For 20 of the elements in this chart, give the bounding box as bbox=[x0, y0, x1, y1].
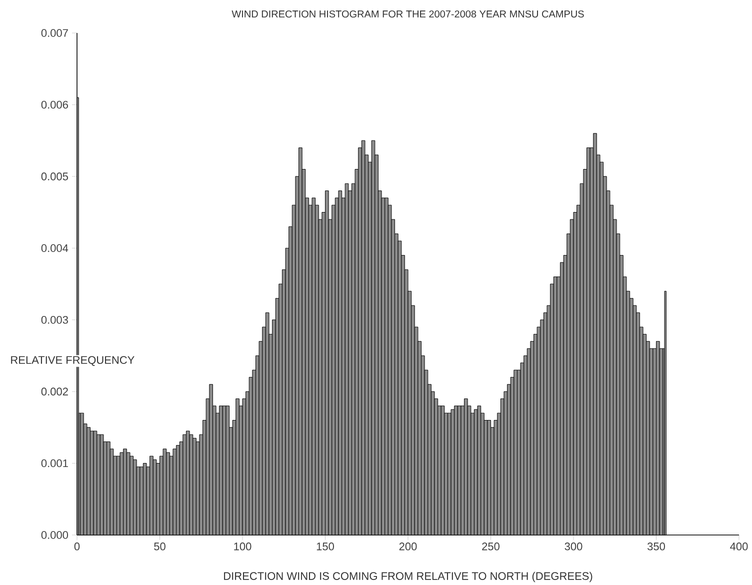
y-tick-label: 0.002 bbox=[41, 388, 68, 396]
x-tick-label: 400 bbox=[730, 542, 748, 550]
x-tick-label: 300 bbox=[564, 542, 582, 550]
chart-title: WIND DIRECTION HISTOGRAM FOR THE 2007-2008 YEAR MNSU CAMPUS bbox=[232, 10, 584, 18]
y-tick-label: 0.000 bbox=[41, 531, 68, 539]
x-tick-label: 150 bbox=[316, 542, 334, 550]
y-tick-label: 0.007 bbox=[41, 29, 68, 37]
x-tick-label: 250 bbox=[482, 542, 500, 550]
y-tick-label: 0.005 bbox=[41, 172, 68, 180]
x-tick-label: 100 bbox=[234, 542, 252, 550]
x-tick-label: 0 bbox=[74, 542, 80, 550]
y-tick-label: 0.006 bbox=[41, 100, 68, 109]
x-tick-label: 200 bbox=[399, 542, 417, 550]
x-tick-label: 350 bbox=[648, 542, 665, 550]
x-axis-title: DIRECTION WIND IS COMING FROM RELATIVE TO NORTH (DEGREES) bbox=[224, 572, 592, 582]
x-tick-label: 50 bbox=[154, 542, 166, 550]
y-tick-label: 0.004 bbox=[41, 244, 68, 252]
y-axis-title: RELATIVE FREQUENCY bbox=[11, 356, 134, 366]
y-tick-label: 0.003 bbox=[41, 316, 68, 324]
y-tick-label: 0.001 bbox=[41, 459, 68, 468]
